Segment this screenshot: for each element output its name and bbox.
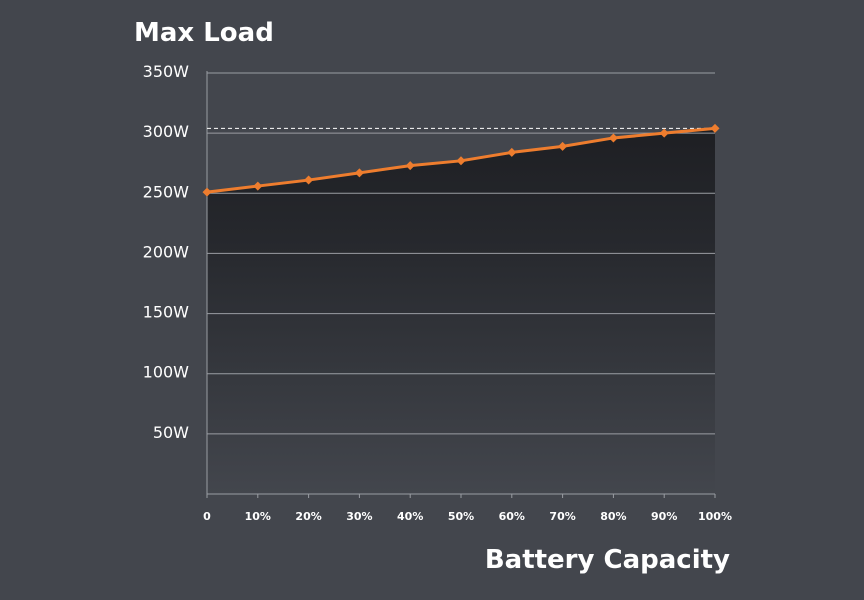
chart-title: Max Load [134, 18, 274, 48]
data-point-60pct [507, 147, 517, 157]
y-tick-label: 250W [143, 182, 190, 201]
data-point-10pct [253, 181, 263, 191]
x-tick-label: 90% [651, 510, 677, 523]
data-point-50pct [456, 156, 466, 166]
x-axis-label: Battery Capacity [485, 545, 730, 575]
y-tick-label: 200W [143, 242, 190, 261]
y-tick-label: 300W [143, 122, 190, 141]
y-tick-label: 100W [143, 363, 190, 382]
gridlines [207, 72, 715, 435]
data-point-80pct [608, 133, 618, 143]
data-point-70pct [558, 141, 568, 151]
x-tick-label: 0 [203, 510, 211, 523]
x-tick-label: 80% [600, 510, 626, 523]
data-point-0 [202, 187, 212, 197]
x-tick-label: 100% [698, 510, 732, 523]
axes [206, 71, 716, 498]
y-tick-label: 50W [153, 423, 189, 442]
x-tick-label: 30% [346, 510, 372, 523]
data-point-20pct [304, 175, 314, 185]
y-tick-label: 350W [143, 62, 190, 81]
x-tick-label: 70% [549, 510, 575, 523]
area-fill [207, 128, 715, 495]
y-tick-labels: 50W 100W 150W 200W 250W 300W 350W [143, 62, 190, 442]
series-layer [202, 123, 720, 197]
x-tick-label: 20% [295, 510, 321, 523]
x-tick-labels: 0 10% 20% 30% 40% 50% 60% 70% 80% 90% 100% [203, 510, 732, 523]
x-tick-label: 40% [397, 510, 423, 523]
data-point-40pct [405, 161, 415, 171]
x-tick-label: 10% [245, 510, 271, 523]
y-tick-label: 150W [143, 303, 190, 322]
area-fill-layer [207, 128, 715, 495]
data-point-30pct [354, 168, 364, 178]
x-tick-label: 60% [499, 510, 525, 523]
data-point-100pct [710, 123, 720, 133]
data-point-90pct [659, 128, 669, 138]
x-tick-label: 50% [448, 510, 474, 523]
